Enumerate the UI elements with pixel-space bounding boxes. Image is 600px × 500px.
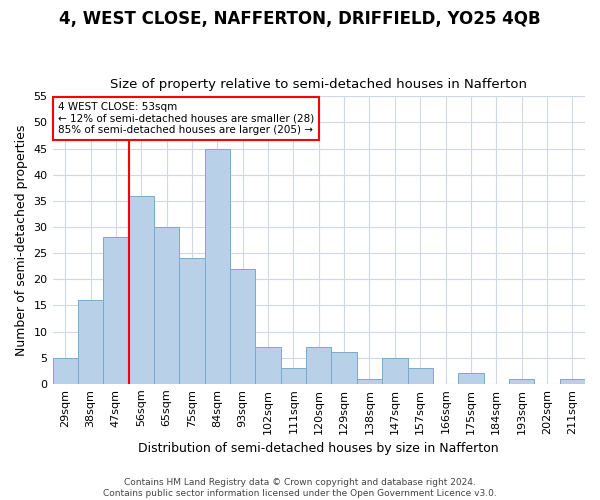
Bar — [154, 227, 179, 384]
Bar — [53, 358, 78, 384]
Bar — [78, 300, 103, 384]
Bar — [560, 378, 585, 384]
Bar — [256, 347, 281, 384]
Bar — [230, 269, 256, 384]
Bar — [357, 378, 382, 384]
Bar — [205, 148, 230, 384]
Bar — [382, 358, 407, 384]
Bar — [179, 258, 205, 384]
Text: 4, WEST CLOSE, NAFFERTON, DRIFFIELD, YO25 4QB: 4, WEST CLOSE, NAFFERTON, DRIFFIELD, YO2… — [59, 10, 541, 28]
Bar — [306, 347, 331, 384]
Bar — [281, 368, 306, 384]
Text: Contains HM Land Registry data © Crown copyright and database right 2024.
Contai: Contains HM Land Registry data © Crown c… — [103, 478, 497, 498]
Y-axis label: Number of semi-detached properties: Number of semi-detached properties — [15, 124, 28, 356]
Bar — [128, 196, 154, 384]
Bar — [331, 352, 357, 384]
Bar — [458, 374, 484, 384]
Bar — [509, 378, 534, 384]
Bar — [103, 238, 128, 384]
Bar — [407, 368, 433, 384]
X-axis label: Distribution of semi-detached houses by size in Nafferton: Distribution of semi-detached houses by … — [139, 442, 499, 455]
Text: 4 WEST CLOSE: 53sqm
← 12% of semi-detached houses are smaller (28)
85% of semi-d: 4 WEST CLOSE: 53sqm ← 12% of semi-detach… — [58, 102, 314, 136]
Title: Size of property relative to semi-detached houses in Nafferton: Size of property relative to semi-detach… — [110, 78, 527, 91]
